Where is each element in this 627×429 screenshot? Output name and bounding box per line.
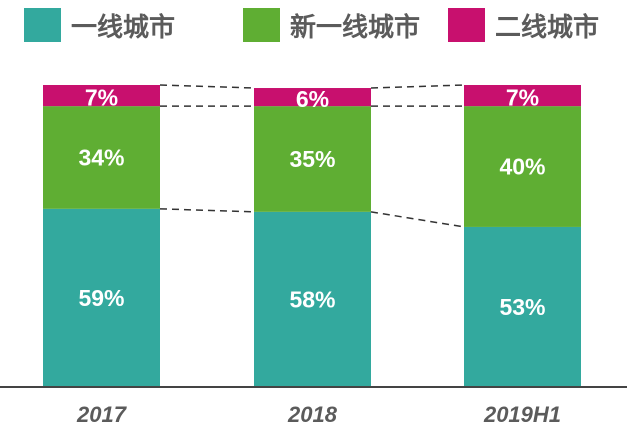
legend-label-1: 新一线城市 <box>290 12 420 43</box>
legend-swatch-0 <box>24 8 61 42</box>
category-label-0: 2017 <box>76 402 128 427</box>
legend-swatch-2 <box>448 8 485 42</box>
connector-1-0 <box>370 211 465 228</box>
data-label-0-0: 59% <box>78 285 124 311</box>
bar-segment-0-2 <box>43 85 160 107</box>
data-label-1-1: 35% <box>289 146 335 172</box>
connector-0-2 <box>159 84 255 89</box>
bar-segment-2-1 <box>464 106 581 227</box>
data-label-2-1: 40% <box>499 154 545 180</box>
category-labels: 2017 2018 2019H1 <box>76 402 561 427</box>
legend-label-0: 一线城市 <box>71 12 175 43</box>
bar-segment-1-1 <box>254 106 371 212</box>
data-label-2-0: 53% <box>499 294 545 320</box>
data-label-0-2: 7% <box>85 85 118 111</box>
legend-swatch-1 <box>243 8 280 42</box>
bar-segment-0-1 <box>43 106 160 209</box>
bar-segment-1-0 <box>254 211 371 387</box>
bar-segment-1-2 <box>254 88 371 107</box>
legend: 一线城市 新一线城市 二线城市 <box>24 8 599 43</box>
data-label-0-1: 34% <box>78 144 124 170</box>
bar-segment-0-0 <box>43 208 160 387</box>
bar-segment-2-0 <box>464 226 581 387</box>
bar-segment-2-2 <box>464 85 581 107</box>
category-label-1: 2018 <box>287 402 338 427</box>
connector-lines <box>159 84 465 228</box>
bars: 59% 34% 7% 58% 35% 6% 53% 40% 7% <box>43 85 581 387</box>
legend-label-2: 二线城市 <box>495 12 599 43</box>
connector-1-2 <box>370 84 465 89</box>
connector-0-0 <box>159 208 255 213</box>
data-label-1-0: 58% <box>289 286 335 312</box>
data-label-2-2: 7% <box>506 85 539 111</box>
category-label-2: 2019H1 <box>483 402 561 427</box>
data-label-1-2: 6% <box>296 86 329 112</box>
